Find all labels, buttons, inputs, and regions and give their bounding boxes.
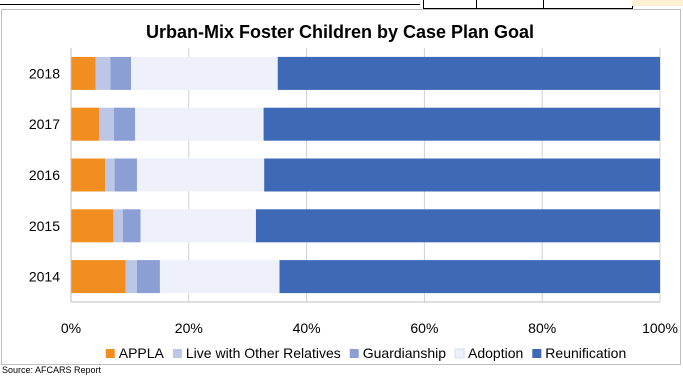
bar-segment-reunification-2016 — [264, 158, 660, 192]
legend-swatch — [454, 348, 465, 359]
legend-label: Live with Other Relatives — [186, 345, 341, 361]
bar-segment-guardianship-2017 — [113, 107, 136, 141]
legend-label: Reunification — [545, 345, 626, 361]
x-tick-label: 80% — [528, 320, 556, 336]
legend-item-reunification: Reunification — [532, 345, 626, 361]
legend-item-appla: APPLA — [105, 345, 165, 361]
bar-segment-reunification-2018 — [277, 56, 660, 90]
legend-label: APPLA — [119, 345, 165, 361]
legend-swatch — [349, 349, 359, 358]
axis-layer: 0% 20% 40% 60% 80% 100% 2018 2017 2016 2015 2014 — [29, 48, 678, 336]
legend-swatch — [532, 349, 542, 358]
bar-segment-guardianship-2014 — [136, 260, 160, 294]
top-tab — [632, 0, 683, 6]
x-tick-label: 0% — [61, 320, 81, 336]
legend-swatch — [172, 349, 182, 358]
legend: APPLA Live with Other Relatives Guardiansh… — [105, 345, 626, 361]
x-tick-label: 20% — [175, 320, 203, 336]
source-note: Source: AFCARS Report — [2, 365, 102, 375]
y-tick-label: 2016 — [29, 167, 60, 183]
bar-segment-adoption-2014 — [159, 260, 280, 294]
legend-item-adoption: Adoption — [454, 345, 523, 361]
bar-segment-appla-2016 — [71, 158, 106, 192]
bar-segment-live-with-other-relatives-2015 — [113, 209, 123, 243]
x-tick-label: 100% — [642, 320, 678, 336]
bar-segment-appla-2017 — [71, 107, 100, 141]
chart-title: Urban-Mix Foster Children by Case Plan G… — [146, 22, 534, 42]
x-tick-label: 60% — [410, 320, 438, 336]
bar-segment-live-with-other-relatives-2017 — [99, 107, 114, 141]
bar-segment-guardianship-2015 — [122, 209, 141, 243]
y-tick-label: 2014 — [29, 269, 60, 285]
top-border-line — [0, 4, 420, 5]
x-tick-label: 40% — [293, 320, 321, 336]
legend-label: Adoption — [468, 345, 523, 361]
bar-segment-guardianship-2016 — [114, 158, 137, 192]
bars-layer — [71, 56, 661, 294]
bar-segment-reunification-2015 — [255, 209, 661, 243]
bar-segment-appla-2018 — [71, 56, 96, 90]
bar-segment-guardianship-2018 — [110, 56, 132, 90]
y-tick-label: 2018 — [29, 65, 60, 81]
y-tick-label: 2017 — [29, 116, 60, 132]
bar-segment-reunification-2017 — [263, 107, 660, 141]
legend-item-live-with-other-relatives: Live with Other Relatives — [172, 345, 341, 361]
bar-segment-live-with-other-relatives-2018 — [95, 56, 111, 90]
bar-segment-adoption-2017 — [135, 107, 264, 141]
legend-item-guardianship: Guardianship — [349, 345, 446, 361]
bar-segment-appla-2014 — [71, 260, 126, 294]
bar-segment-reunification-2014 — [279, 260, 660, 294]
bar-segment-adoption-2018 — [131, 56, 278, 90]
bar-segment-live-with-other-relatives-2014 — [125, 260, 137, 294]
legend-swatch — [105, 349, 115, 358]
top-strip — [0, 0, 683, 10]
y-tick-label: 2015 — [29, 218, 60, 234]
bar-segment-adoption-2016 — [136, 158, 265, 192]
legend-label: Guardianship — [363, 345, 446, 361]
bar-segment-appla-2015 — [71, 209, 114, 243]
bar-segment-adoption-2015 — [140, 209, 256, 243]
bar-segment-live-with-other-relatives-2016 — [105, 158, 115, 192]
